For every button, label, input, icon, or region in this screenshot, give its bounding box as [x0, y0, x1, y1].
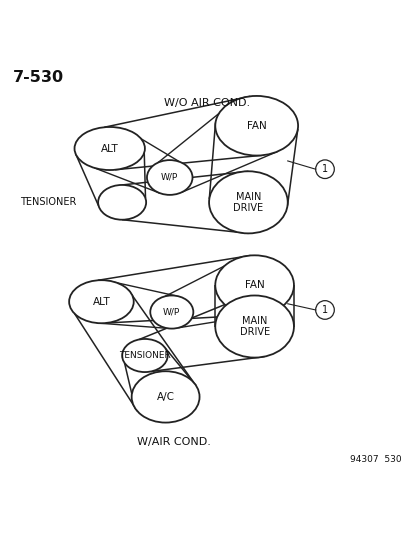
- Text: MAIN
DRIVE: MAIN DRIVE: [233, 191, 263, 213]
- Ellipse shape: [131, 372, 199, 423]
- Ellipse shape: [315, 160, 334, 179]
- Text: ALT: ALT: [101, 143, 118, 154]
- Text: W/P: W/P: [161, 173, 178, 182]
- Ellipse shape: [147, 160, 192, 195]
- Text: W/P: W/P: [163, 308, 180, 317]
- Ellipse shape: [209, 171, 287, 233]
- Ellipse shape: [150, 295, 193, 329]
- Text: ALT: ALT: [93, 297, 110, 306]
- Text: 1: 1: [321, 164, 327, 174]
- Text: FAN: FAN: [246, 121, 266, 131]
- Text: W/AIR COND.: W/AIR COND.: [137, 438, 210, 447]
- Ellipse shape: [122, 339, 167, 372]
- Ellipse shape: [215, 255, 293, 315]
- Text: 1: 1: [321, 305, 327, 315]
- Text: 94307  530: 94307 530: [349, 455, 401, 464]
- Ellipse shape: [69, 280, 133, 323]
- Ellipse shape: [74, 127, 145, 170]
- Ellipse shape: [315, 301, 334, 319]
- Text: TENSIONER: TENSIONER: [119, 351, 170, 360]
- Text: W/O AIR COND.: W/O AIR COND.: [164, 98, 249, 108]
- Text: A/C: A/C: [156, 392, 174, 402]
- Ellipse shape: [98, 185, 146, 220]
- Text: 7-530: 7-530: [12, 70, 63, 85]
- Text: FAN: FAN: [244, 280, 264, 290]
- Ellipse shape: [215, 96, 297, 156]
- Text: MAIN
DRIVE: MAIN DRIVE: [239, 316, 269, 337]
- Ellipse shape: [215, 295, 293, 358]
- Text: TENSIONER: TENSIONER: [20, 197, 76, 207]
